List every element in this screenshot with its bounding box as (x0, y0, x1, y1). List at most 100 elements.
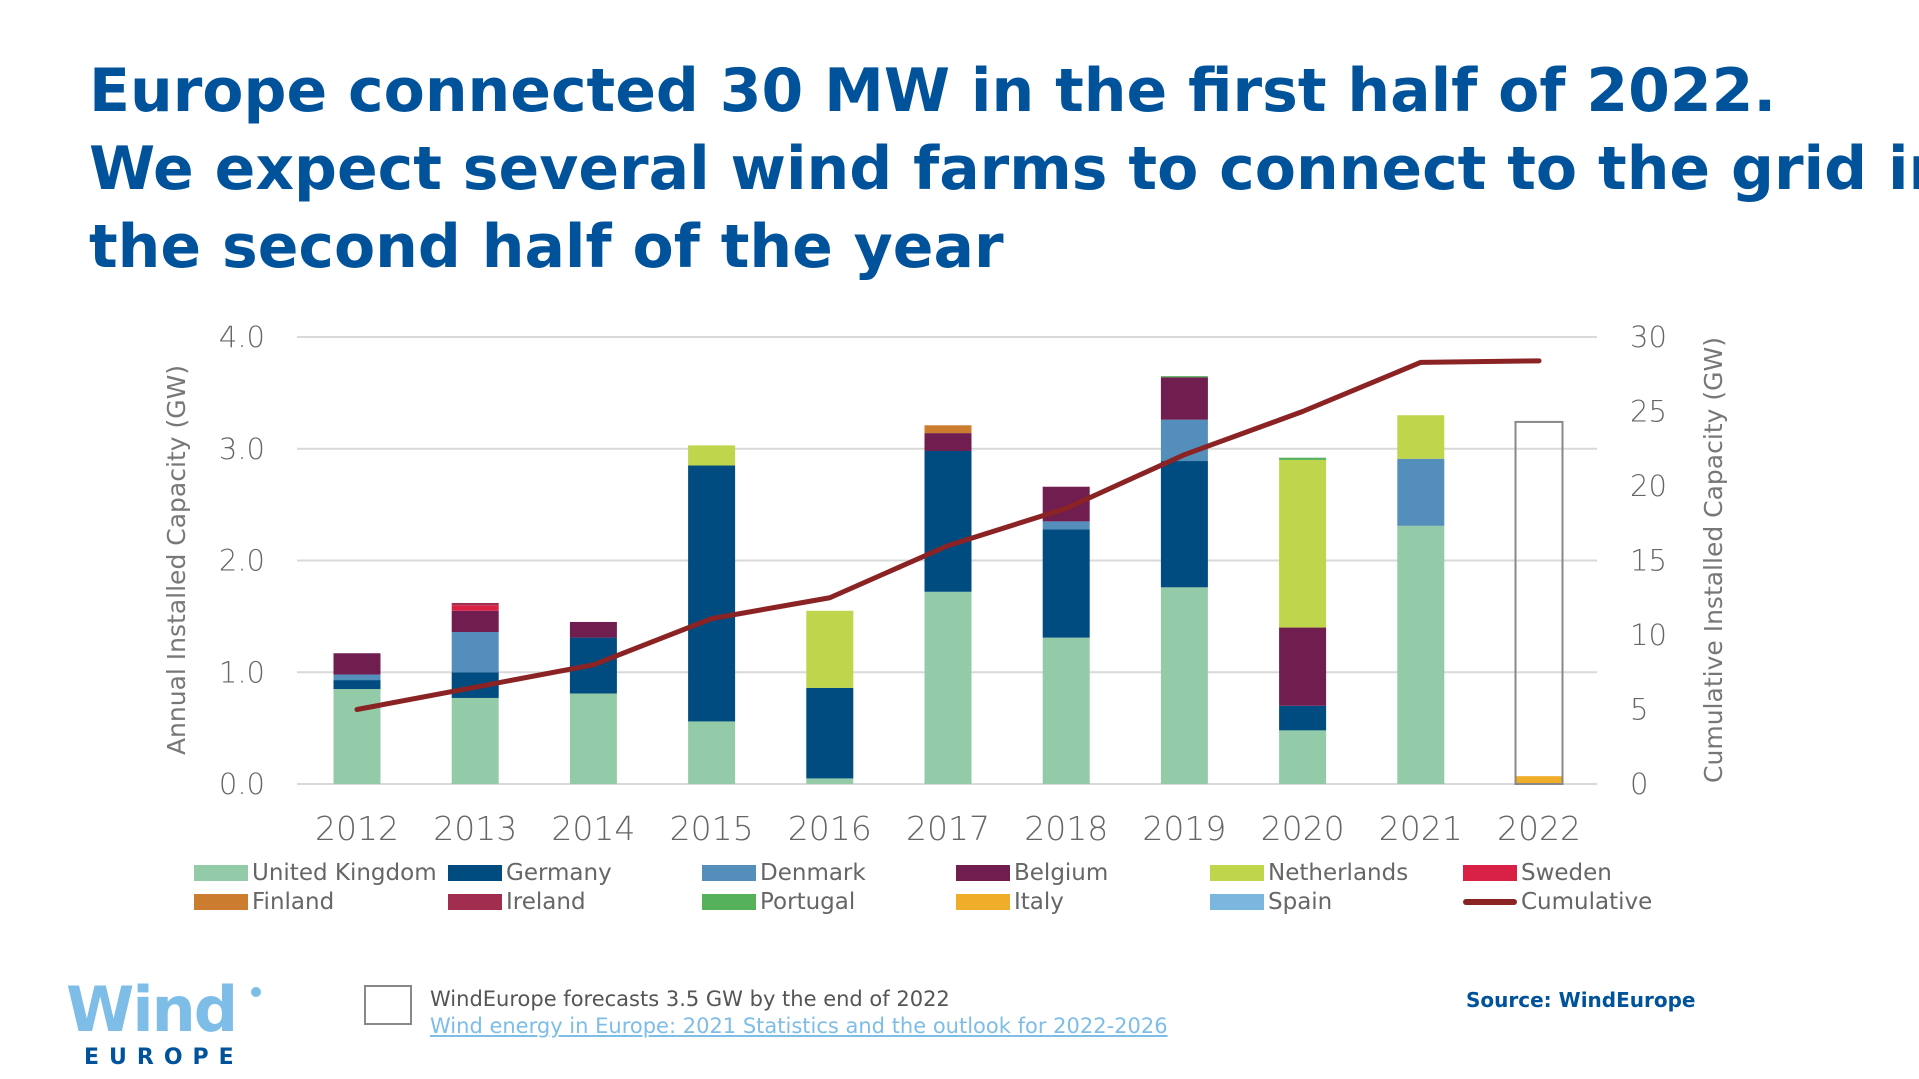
legend-swatch (448, 894, 502, 910)
source-label: Source: WindEurope (1466, 988, 1696, 1012)
y-tick-label: 2.0 (219, 544, 265, 578)
bar-segment-germany-2018 (1042, 529, 1090, 638)
page-title: Europe connected 30 MW in the first half… (89, 52, 1919, 286)
bar-segment-germany-2019 (1160, 461, 1208, 588)
x-tick-label: 2012 (315, 809, 399, 848)
bar-segment-denmark-2013 (451, 632, 499, 673)
legend-item-spain: Spain (1210, 889, 1332, 915)
forecast-outline-bar (1514, 420, 1564, 785)
logo-dot-icon (251, 987, 261, 997)
x-tick-label: 2014 (551, 809, 635, 848)
logo-wind-text: Wind (66, 973, 238, 1046)
bar-segment-portugal-2020 (1279, 457, 1327, 460)
bar-segment-united-kingdom-2013 (451, 697, 499, 784)
bar-segment-germany-2020 (1279, 705, 1327, 731)
bar-segment-belgium-2020 (1279, 627, 1327, 706)
x-tick-label: 2020 (1261, 809, 1345, 848)
bar-segment-belgium-2017 (924, 433, 972, 451)
bar-segment-sweden-2013 (451, 605, 499, 611)
y-tick-label: 4.0 (219, 320, 265, 354)
bar-segment-belgium-2014 (569, 621, 617, 638)
x-tick-label: 2013 (433, 809, 517, 848)
legend-swatch (956, 894, 1010, 910)
y2-tick-label: 0 (1630, 767, 1648, 801)
legend-label: Belgium (1014, 860, 1109, 886)
bar-segment-united-kingdom-2017 (924, 591, 972, 784)
x-tick-label: 2015 (670, 809, 754, 848)
y2-tick-label: 30 (1630, 320, 1667, 354)
legend-label: Italy (1014, 889, 1064, 915)
x-tick-label: 2022 (1497, 809, 1581, 848)
legend-label: Portugal (760, 889, 856, 915)
legend-swatch (194, 865, 248, 881)
forecast-note: WindEurope forecasts 3.5 GW by the end o… (430, 987, 950, 1011)
bar-segment-germany-2016 (806, 687, 854, 779)
x-tick-label: 2019 (1142, 809, 1226, 848)
legend-label: Germany (506, 860, 612, 886)
legend-swatch (1463, 865, 1517, 881)
legend-swatch (956, 865, 1010, 881)
legend-item-finland: Finland (194, 889, 334, 915)
x-tick-label: 2017 (906, 809, 990, 848)
legend-label: Spain (1268, 889, 1333, 915)
bar-segment-finland-2017 (924, 425, 972, 434)
bar-segment-belgium-2019 (1160, 377, 1208, 420)
bar-segment-united-kingdom-2012 (333, 689, 381, 784)
bar-segment-denmark-2012 (333, 674, 381, 681)
y-tick-label: 3.0 (219, 432, 265, 466)
bar-segment-netherlands-2016 (806, 610, 854, 688)
legend-swatch (702, 894, 756, 910)
bar-segment-ireland-2013 (451, 602, 499, 606)
legend-swatch (702, 865, 756, 881)
legend-label: United Kingdom (252, 860, 437, 886)
legend-label: Cumulative (1521, 889, 1653, 915)
legend-label: Finland (252, 889, 335, 915)
legend-item-denmark: Denmark (702, 860, 866, 886)
legend-label: Denmark (760, 860, 866, 886)
bar-segment-netherlands-2021 (1397, 415, 1445, 459)
bar-segment-united-kingdom-2021 (1397, 525, 1445, 784)
bar-segment-belgium-2012 (333, 653, 381, 675)
y2-tick-label: 5 (1630, 693, 1648, 727)
bar-segment-united-kingdom-2020 (1279, 730, 1327, 784)
logo-europe-text: EUROPE (84, 1045, 244, 1070)
legend-item-portugal: Portugal (702, 889, 855, 915)
bar-segment-germany-2012 (333, 680, 381, 690)
footer-note: WindEurope forecasts 3.5 GW by the end o… (430, 986, 1168, 1040)
report-link[interactable]: Wind energy in Europe: 2021 Statistics a… (430, 1014, 1168, 1038)
bar-segment-united-kingdom-2015 (688, 721, 736, 784)
x-tick-label: 2016 (788, 809, 872, 848)
legend-label: Netherlands (1268, 860, 1409, 886)
title-line-1: Europe connected 30 MW in the first half… (89, 56, 1777, 126)
bar-segment-belgium-2018 (1042, 486, 1090, 522)
legend-item-germany: Germany (448, 860, 612, 886)
y2-tick-label: 25 (1630, 395, 1667, 429)
y2-axis-title: Cumulative Installed Capacity (GW) (1699, 337, 1728, 783)
bar-segment-germany-2015 (688, 465, 736, 722)
legend-swatch (194, 894, 248, 910)
bar-segment-united-kingdom-2018 (1042, 637, 1090, 784)
legend-line-swatch (1463, 899, 1517, 905)
legend-swatch (448, 865, 502, 881)
legend-item-united-kingdom: United Kingdom (194, 860, 437, 886)
legend-item-netherlands: Netherlands (1210, 860, 1408, 886)
bar-segment-portugal-2019 (1160, 376, 1208, 378)
legend-label: Sweden (1521, 860, 1612, 886)
legend-item-ireland: Ireland (448, 889, 586, 915)
bar-segment-netherlands-2020 (1279, 459, 1327, 628)
x-tick-label: 2018 (1024, 809, 1108, 848)
legend-item-belgium: Belgium (956, 860, 1108, 886)
y2-tick-label: 10 (1630, 618, 1667, 652)
bar-segment-netherlands-2015 (688, 445, 736, 466)
title-line-2: We expect several wind farms to connect … (89, 134, 1919, 204)
y-axis-title: Annual Installed Capacity (GW) (162, 365, 191, 755)
bar-segment-united-kingdom-2014 (569, 693, 617, 784)
title-line-3: the second half of the year (89, 212, 1004, 282)
bar-segment-germany-2017 (924, 450, 972, 592)
y2-tick-label: 15 (1630, 544, 1667, 578)
bar-segment-denmark-2018 (1042, 521, 1090, 530)
legend-label: Ireland (506, 889, 586, 915)
bar-segment-denmark-2021 (1397, 458, 1445, 526)
bar-segment-united-kingdom-2019 (1160, 587, 1208, 784)
legend-item-cumulative: Cumulative (1463, 889, 1652, 915)
